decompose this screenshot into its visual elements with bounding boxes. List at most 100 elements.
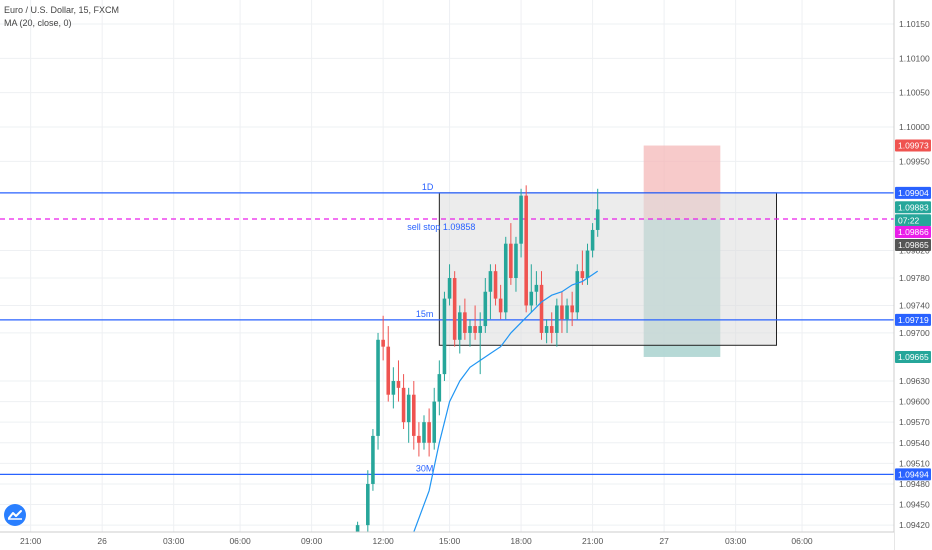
y-tick-label: 1.09740 (899, 300, 930, 310)
candle-body[interactable] (539, 284, 544, 333)
price-badge-label: 1.09866 (898, 227, 929, 237)
x-tick-label: 09:00 (301, 536, 323, 546)
moving-average-line[interactable] (413, 270, 599, 533)
y-tick-label: 1.09420 (899, 520, 930, 530)
price-badge (895, 313, 931, 326)
price-badge (895, 350, 931, 363)
price-badge-label: 1.09883 (898, 202, 929, 212)
candle-body[interactable] (503, 243, 508, 313)
price-badge (895, 468, 931, 481)
y-tick-label: 1.09480 (899, 479, 930, 489)
price-badge (895, 225, 931, 238)
candle-body[interactable] (524, 195, 528, 306)
candle-body[interactable] (544, 326, 549, 333)
candle-body[interactable] (366, 483, 370, 526)
price-badge-label: 1.09665 (898, 352, 929, 362)
candle-body[interactable] (570, 305, 574, 313)
candle-body[interactable] (376, 339, 380, 436)
level-label: 30M (416, 463, 434, 473)
candle-body[interactable] (580, 271, 585, 279)
candle-body[interactable] (442, 298, 447, 375)
price-badge (895, 186, 931, 199)
candle-body[interactable] (371, 435, 375, 484)
candle-body[interactable] (519, 195, 523, 244)
x-tick-label: 06:00 (791, 536, 813, 546)
price-badge-label: 1.09904 (898, 188, 929, 198)
candle-body[interactable] (447, 278, 452, 299)
price-badge (895, 238, 931, 251)
candle-body[interactable] (514, 243, 518, 279)
candle-body[interactable] (549, 326, 554, 333)
candle-body[interactable] (401, 387, 406, 423)
y-tick-label: 1.09600 (899, 397, 930, 407)
candle-body[interactable] (529, 291, 534, 306)
price-axis[interactable] (894, 0, 932, 550)
candle-body[interactable] (473, 326, 477, 333)
price-badge-label: 07:22 (898, 215, 920, 225)
candle-body[interactable] (412, 394, 416, 436)
y-tick-label: 1.09450 (899, 500, 930, 510)
price-badge-label: 1.09719 (898, 315, 929, 325)
x-tick-label: 18:00 (510, 536, 532, 546)
y-tick-label: 1.10050 (899, 88, 930, 98)
y-tick-label: 1.09570 (899, 417, 930, 427)
price-badge (895, 139, 931, 152)
candle-body[interactable] (381, 339, 385, 347)
candle-body[interactable] (585, 250, 590, 279)
candle-body[interactable] (590, 229, 595, 251)
candle-body[interactable] (509, 243, 513, 279)
candle-body[interactable] (483, 291, 488, 327)
candle-body[interactable] (422, 422, 426, 443)
x-tick-label: 21:00 (582, 536, 604, 546)
candle-body[interactable] (417, 435, 421, 443)
price-badge-label: 1.09494 (898, 469, 929, 479)
candle-body[interactable] (488, 271, 493, 292)
candle-body[interactable] (391, 380, 396, 395)
x-tick-label: 12:00 (373, 536, 395, 546)
candle-body[interactable] (468, 326, 472, 333)
candle-body[interactable] (463, 312, 467, 333)
symbol-title[interactable]: Euro / U.S. Dollar, 15, FXCM (4, 5, 120, 15)
y-tick-label: 1.09540 (899, 438, 930, 448)
y-tick-label: 1.09780 (899, 273, 930, 283)
range-box[interactable] (438, 192, 778, 346)
y-tick-label: 1.09510 (899, 458, 930, 468)
y-tick-label: 1.09950 (899, 156, 930, 166)
x-tick-label: 27 (659, 536, 669, 546)
candle-body[interactable] (427, 422, 431, 443)
y-tick-label: 1.09700 (899, 328, 930, 338)
price-badge-label: 1.09865 (898, 240, 929, 250)
time-axis[interactable] (0, 532, 894, 550)
candle-body[interactable] (396, 380, 401, 388)
candle-body[interactable] (493, 271, 498, 299)
candle-body[interactable] (386, 346, 391, 395)
candle-body[interactable] (575, 271, 580, 313)
x-tick-label: 21:00 (20, 536, 42, 546)
candle-body[interactable] (478, 326, 482, 333)
candle-body[interactable] (534, 284, 539, 292)
candle-body[interactable] (498, 298, 503, 313)
x-tick-label: 26 (97, 536, 107, 546)
sell-stop-label: sell stop 1.09858 (407, 222, 475, 232)
candle-body[interactable] (355, 525, 360, 532)
x-tick-label: 03:00 (163, 536, 185, 546)
level-label: 1D (422, 182, 434, 192)
level-label: 15m (416, 309, 434, 319)
candle-body[interactable] (452, 278, 457, 340)
chart-legend: Euro / U.S. Dollar, 15, FXCM MA (20, clo… (4, 4, 119, 30)
candle-body[interactable] (432, 401, 437, 443)
candle-body[interactable] (595, 209, 600, 230)
candle-body[interactable] (560, 305, 564, 320)
x-tick-label: 06:00 (229, 536, 251, 546)
candle-body[interactable] (457, 312, 462, 340)
y-tick-label: 1.10150 (899, 19, 930, 29)
indicator-label[interactable]: MA (20, close, 0) (4, 18, 72, 28)
candle-body[interactable] (406, 394, 411, 423)
candle-body[interactable] (555, 305, 559, 333)
tradingview-logo-icon[interactable] (4, 504, 26, 526)
candle-body[interactable] (437, 374, 442, 402)
y-tick-label: 1.10100 (899, 53, 930, 63)
candle-body[interactable] (565, 305, 569, 320)
